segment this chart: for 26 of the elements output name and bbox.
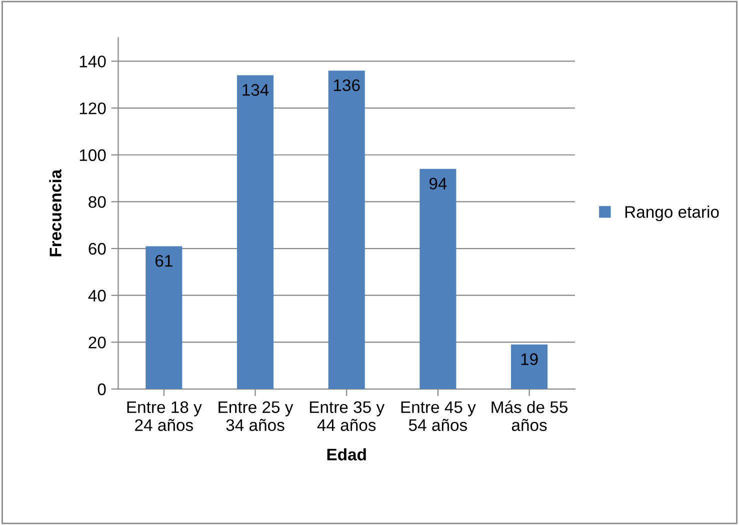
data-label: 94 <box>429 178 447 190</box>
bar <box>146 246 182 390</box>
y-tick-label: 100 <box>80 149 106 162</box>
data-label: 134 <box>242 84 269 96</box>
x-tick-label: Entre 35 y 44 años <box>310 401 385 432</box>
y-axis-title: Frecuencia <box>49 169 62 256</box>
x-tick-label: Más de 55 años <box>492 400 568 432</box>
y-tick-label: 60 <box>88 242 106 255</box>
data-label: 136 <box>334 79 360 92</box>
y-tick-label: 80 <box>88 196 106 208</box>
data-label: 19 <box>521 353 538 366</box>
bar <box>236 75 274 390</box>
y-tick-label: 140 <box>80 56 106 68</box>
x-axis-title: Edad <box>327 448 366 460</box>
x-tick-label: Entre 18 y 24 años <box>127 401 202 432</box>
data-label: 61 <box>155 254 172 267</box>
y-tick-label: 120 <box>80 102 106 114</box>
bar <box>328 70 365 390</box>
legend-label: Rango etario <box>625 206 719 222</box>
x-tick-label: Entre 25 y 34 años <box>218 401 294 432</box>
y-tick-label: 20 <box>88 336 106 348</box>
x-tick-label: Entre 45 y 54 años <box>401 401 476 432</box>
bar <box>420 168 456 390</box>
y-tick-label: 40 <box>88 290 106 302</box>
y-tick-label: 0 <box>98 383 106 396</box>
bar <box>511 344 548 390</box>
